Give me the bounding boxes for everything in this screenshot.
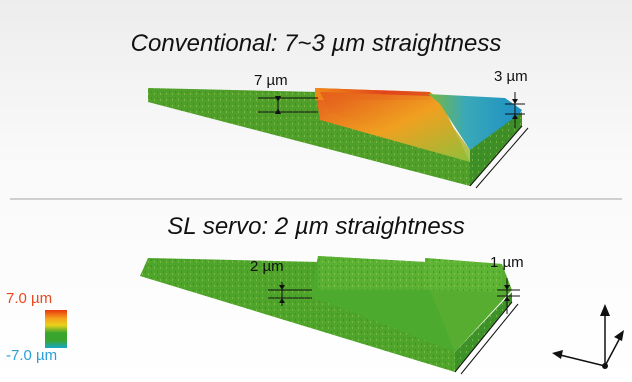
color-scale-max-label: 7.0 µm [6,290,53,307]
bottom-right-step-label: 1 µm [490,254,524,271]
color-scale-bar [45,310,67,348]
axis-indicator-icon [552,304,624,369]
bottom-surface [140,256,520,375]
top-surface [148,88,529,189]
bottom-left-step-label: 2 µm [250,258,284,275]
color-scale-min-label: -7.0 µm [6,347,58,364]
top-right-step-label: 3 µm [494,68,528,85]
panel-divider [10,198,622,200]
bottom-panel-title: SL servo: 2 µm straightness [167,213,465,240]
top-left-step-label: 7 µm [254,72,288,89]
top-panel-title: Conventional: 7~3 µm straightness [130,30,502,57]
